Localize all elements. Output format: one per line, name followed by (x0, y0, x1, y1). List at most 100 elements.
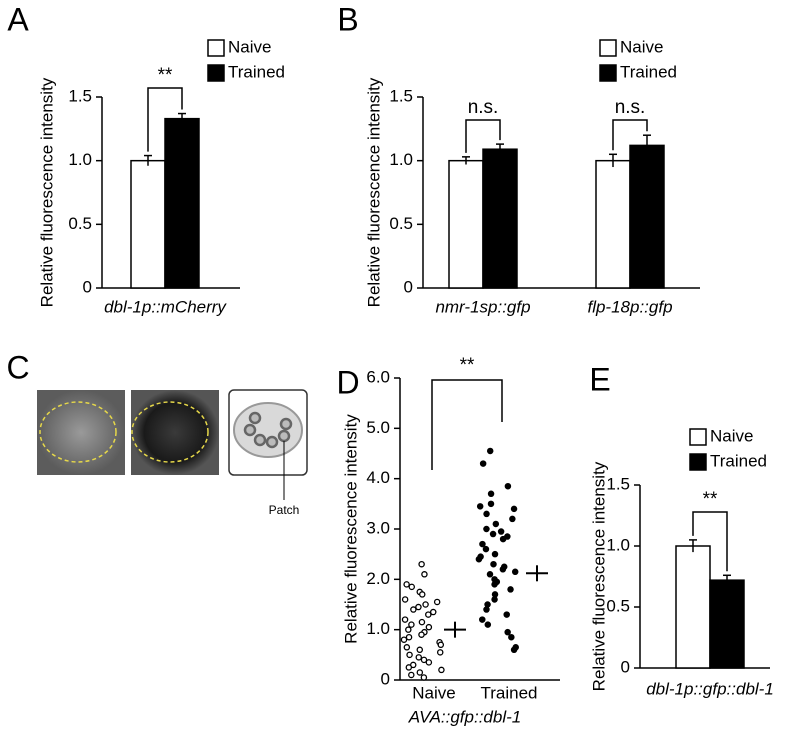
bar (629, 144, 665, 289)
data-point (408, 583, 416, 591)
error-bar (462, 156, 470, 165)
error-bar (723, 574, 731, 586)
data-point (405, 633, 413, 641)
legend-swatch (599, 39, 617, 57)
data-point (507, 586, 514, 593)
bar (448, 159, 484, 289)
data-point (490, 560, 497, 568)
y-tick-label: 1.0 (366, 619, 390, 638)
data-point (406, 651, 413, 659)
data-point (415, 654, 423, 661)
significance-bracket (465, 119, 501, 153)
data-point (415, 603, 422, 611)
data-point (425, 623, 433, 631)
y-tick-label: 0 (621, 657, 630, 676)
bar (675, 545, 711, 669)
error-bar (144, 154, 152, 166)
data-point (418, 618, 426, 626)
mean-marker (444, 621, 466, 638)
data-point (510, 646, 518, 654)
data-point (422, 601, 429, 608)
data-point (479, 540, 486, 548)
brightfield-image (37, 390, 125, 475)
panel-c-images (37, 389, 308, 500)
data-point (491, 550, 499, 558)
x-tick-label: Trained (480, 683, 537, 702)
bar (482, 148, 518, 289)
data-point (504, 482, 512, 490)
bar (164, 117, 200, 289)
y-tick-label: 1.0 (68, 150, 92, 169)
significance-label: ** (460, 355, 475, 376)
x-tick-label: flp-18p::gfp (587, 297, 672, 316)
y-tick-label: 0.5 (606, 596, 630, 615)
data-point (408, 621, 415, 628)
data-point (419, 591, 426, 598)
fluorescence-image (131, 390, 219, 475)
y-tick-label: 3.0 (366, 518, 390, 537)
data-point (438, 666, 445, 674)
panel-label: E (589, 361, 610, 397)
cell-outline (39, 401, 117, 463)
data-point (511, 568, 519, 576)
patch-circles (243, 411, 293, 449)
y-tick-label: 6.0 (366, 367, 390, 386)
data-point (510, 505, 518, 513)
data-point (476, 503, 484, 510)
data-point (418, 560, 425, 568)
data-point (509, 515, 516, 523)
data-point (408, 671, 415, 679)
x-tick-label: nmr-1sp::gfp (435, 297, 530, 316)
data-point (410, 606, 417, 613)
data-point (425, 611, 432, 618)
y-axis-label: Relative fluorescence intensity (589, 461, 608, 691)
data-point (504, 628, 511, 636)
data-point (436, 649, 444, 656)
y-tick-label: 5.0 (366, 418, 390, 437)
cell-outline (131, 401, 209, 463)
significance-bracket (431, 379, 503, 470)
bar (709, 579, 745, 669)
significance-label: n.s. (468, 97, 499, 118)
data-point (418, 631, 425, 638)
data-point (486, 447, 494, 455)
error-bar (496, 143, 504, 155)
y-tick-label: 1.0 (389, 150, 413, 169)
y-tick-label: 0 (381, 669, 390, 688)
x-tick-label: dbl-1p::mCherry (104, 297, 227, 316)
data-point (475, 555, 483, 563)
y-tick-label: 4.0 (366, 468, 390, 487)
data-point (497, 528, 505, 535)
data-point (483, 510, 490, 518)
significance-label: ** (158, 65, 173, 86)
data-point (416, 669, 424, 676)
data-point (420, 674, 428, 681)
data-point (487, 490, 495, 498)
panel-label: B (337, 1, 358, 37)
data-point (405, 664, 413, 671)
data-point (425, 659, 433, 666)
error-bar (609, 153, 617, 168)
y-tick-label: 1.0 (606, 535, 630, 554)
y-tick-label: 0.5 (68, 214, 92, 233)
legend-swatch (599, 64, 617, 82)
data-point (492, 520, 500, 528)
legend-label: Trained (620, 62, 677, 81)
significance-label: ** (703, 489, 718, 510)
y-tick-label: 0.5 (389, 214, 413, 233)
data-point (401, 616, 409, 623)
data-point (483, 606, 490, 613)
data-point (503, 611, 510, 618)
data-point (489, 530, 497, 538)
y-tick-label: 2.0 (366, 569, 390, 588)
data-point (499, 566, 507, 573)
legend-label: Naive (228, 37, 271, 56)
panel-label: C (6, 349, 29, 385)
panel-label: A (7, 1, 29, 37)
legend-swatch (207, 39, 225, 57)
image-annotation: Patch (269, 503, 300, 517)
data-point (483, 525, 490, 533)
data-point (479, 616, 486, 623)
significance-bracket (692, 511, 728, 572)
